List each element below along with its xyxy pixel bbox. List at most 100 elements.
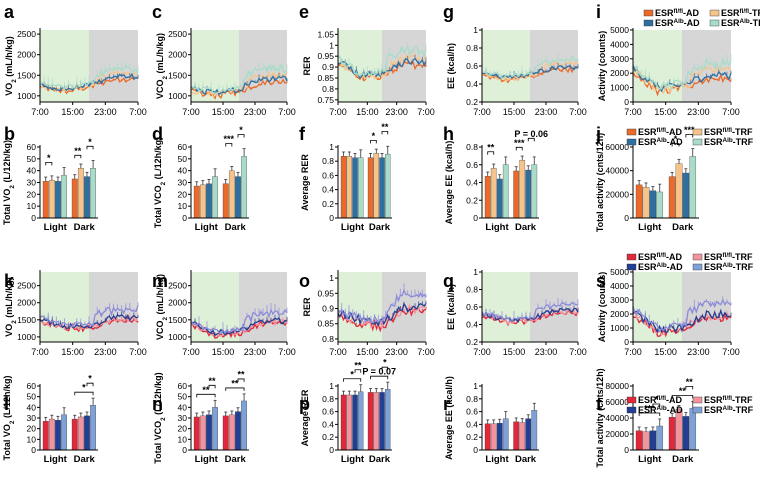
significance-label: *** xyxy=(644,404,655,414)
bar xyxy=(71,178,78,219)
category-label: Dark xyxy=(672,454,694,465)
bar xyxy=(235,411,241,451)
series-line xyxy=(39,72,139,92)
legend-bottom: ESRfl/fl-AD ESRfl/fl-TRF ESRAlb-AD ESRAlb-T… xyxy=(626,252,754,273)
panel-label-t: t xyxy=(596,394,602,414)
series-line xyxy=(39,70,139,93)
panel-label-f: f xyxy=(299,124,306,144)
y-axis-label: Activity (counts) xyxy=(597,272,607,343)
bar xyxy=(668,417,676,451)
x-tick-label: 23:00 xyxy=(244,107,267,117)
y-tick-label: 20 xyxy=(27,189,37,199)
y-tick-label: 60 xyxy=(27,381,37,391)
y-tick-label: 1000 xyxy=(168,332,187,342)
y-tick-label: 30 xyxy=(178,178,188,188)
legend-label: ESRAlb-AD xyxy=(638,262,683,273)
bar xyxy=(84,176,90,219)
bar xyxy=(675,163,683,219)
significance-bracket xyxy=(381,366,389,371)
x-tick-label: 23:00 xyxy=(385,347,408,357)
bar xyxy=(656,191,664,219)
y-axis-label: EE (kcal/h) xyxy=(446,43,456,89)
legend-swatch xyxy=(692,396,703,404)
bar xyxy=(484,176,491,219)
y-tick-label: 50 xyxy=(178,154,188,164)
bar xyxy=(635,184,643,219)
panel-i: 0 1000 2000 3000 4000 5000 7:00 15:00 23:00 7:00 A… xyxy=(597,25,740,117)
x-tick-label: 23:00 xyxy=(535,347,558,357)
category-label: Light xyxy=(341,222,365,233)
x-tick-label: 23:00 xyxy=(687,107,710,117)
legend-swatch xyxy=(626,396,637,404)
bar xyxy=(675,409,683,451)
series-line xyxy=(632,308,732,334)
dark-phase-shade xyxy=(530,272,578,342)
bar xyxy=(199,184,206,219)
y-tick-label: 2000 xyxy=(610,309,629,319)
y-tick-label: 0 xyxy=(31,213,36,223)
significance-label: * xyxy=(350,369,354,379)
bar xyxy=(668,176,676,219)
y-tick-label: 0.2 xyxy=(466,97,478,107)
y-tick-label: 0 xyxy=(473,213,478,223)
x-tick-label: 7:00 xyxy=(182,347,200,357)
y-tick-label: 1 xyxy=(473,25,478,35)
category-label: Light xyxy=(195,222,219,233)
x-tick-label: 7:00 xyxy=(329,107,347,117)
bar xyxy=(642,187,650,219)
panel-label-b: b xyxy=(4,124,15,144)
y-tick-label: 80000 xyxy=(605,381,629,391)
y-tick-label: 0 xyxy=(182,213,187,223)
significance-label: ** xyxy=(202,385,210,395)
panel-label-i: i xyxy=(596,2,601,22)
panel-k: 1000 1500 2000 2500 7:00 15:00 23:00 7:00 VO2 (m… xyxy=(4,270,147,357)
x-tick-label: 15:00 xyxy=(503,107,526,117)
panel-label-q: q xyxy=(443,271,454,291)
y-tick-label: 0.8 xyxy=(322,156,334,166)
y-tick-label: 60 xyxy=(178,142,188,152)
y-tick-label: 4000 xyxy=(610,39,629,49)
x-tick-label: 15:00 xyxy=(654,107,677,117)
bar xyxy=(385,153,391,219)
significance-label: ** xyxy=(354,360,362,370)
y-tick-label: 60000 xyxy=(605,142,629,152)
y-tick-label: 0.2 xyxy=(466,195,478,205)
y-axis-label: VCO2 (mL/h/kg) xyxy=(155,274,169,340)
x-tick-label: 15:00 xyxy=(61,347,84,357)
legend-label: ESRfl/fl-TRF xyxy=(704,127,753,138)
y-tick-label: 2000 xyxy=(168,298,187,308)
bar xyxy=(228,414,235,451)
bar xyxy=(340,156,347,219)
category-label: Dark xyxy=(74,222,96,233)
y-tick-label: 2000 xyxy=(17,50,36,60)
y-tick-label: 0.8 xyxy=(466,142,478,152)
y-tick-label: 0.2 xyxy=(322,199,334,209)
legend-swatch xyxy=(692,253,703,261)
bar xyxy=(77,416,84,451)
category-label: Dark xyxy=(369,222,391,233)
y-tick-label: 5000 xyxy=(610,267,629,277)
bar xyxy=(352,157,358,219)
category-label: Light xyxy=(638,454,662,465)
y-tick-label: 0.85 xyxy=(317,319,334,329)
y-axis-label: Total VCO2 (L/12h/kg) xyxy=(153,137,167,228)
bar xyxy=(358,391,364,451)
y-tick-label: 50 xyxy=(178,392,188,402)
legend-top: ESRfl/fl-AD ESRfl/fl-TRF ESRAlb-AD ESRAlb-T… xyxy=(626,127,754,147)
y-axis-label: RER xyxy=(302,297,312,317)
x-tick-label: 7:00 xyxy=(473,347,491,357)
panel-label-s: s xyxy=(596,271,606,291)
series-line xyxy=(337,57,427,80)
significance-bracket xyxy=(86,382,94,387)
x-tick-label: 7:00 xyxy=(722,107,740,117)
significance-label: ** xyxy=(487,142,495,152)
y-tick-label: 60000 xyxy=(605,397,629,407)
y-tick-label: 0.95 xyxy=(317,51,334,61)
panel-p: Light Dark***P = 0.07*00.20.40.60.81Avera… xyxy=(300,358,396,465)
significance-label: P = 0.07 xyxy=(362,367,396,377)
significance-label: *** xyxy=(514,138,525,148)
significance-label: * xyxy=(88,374,92,384)
